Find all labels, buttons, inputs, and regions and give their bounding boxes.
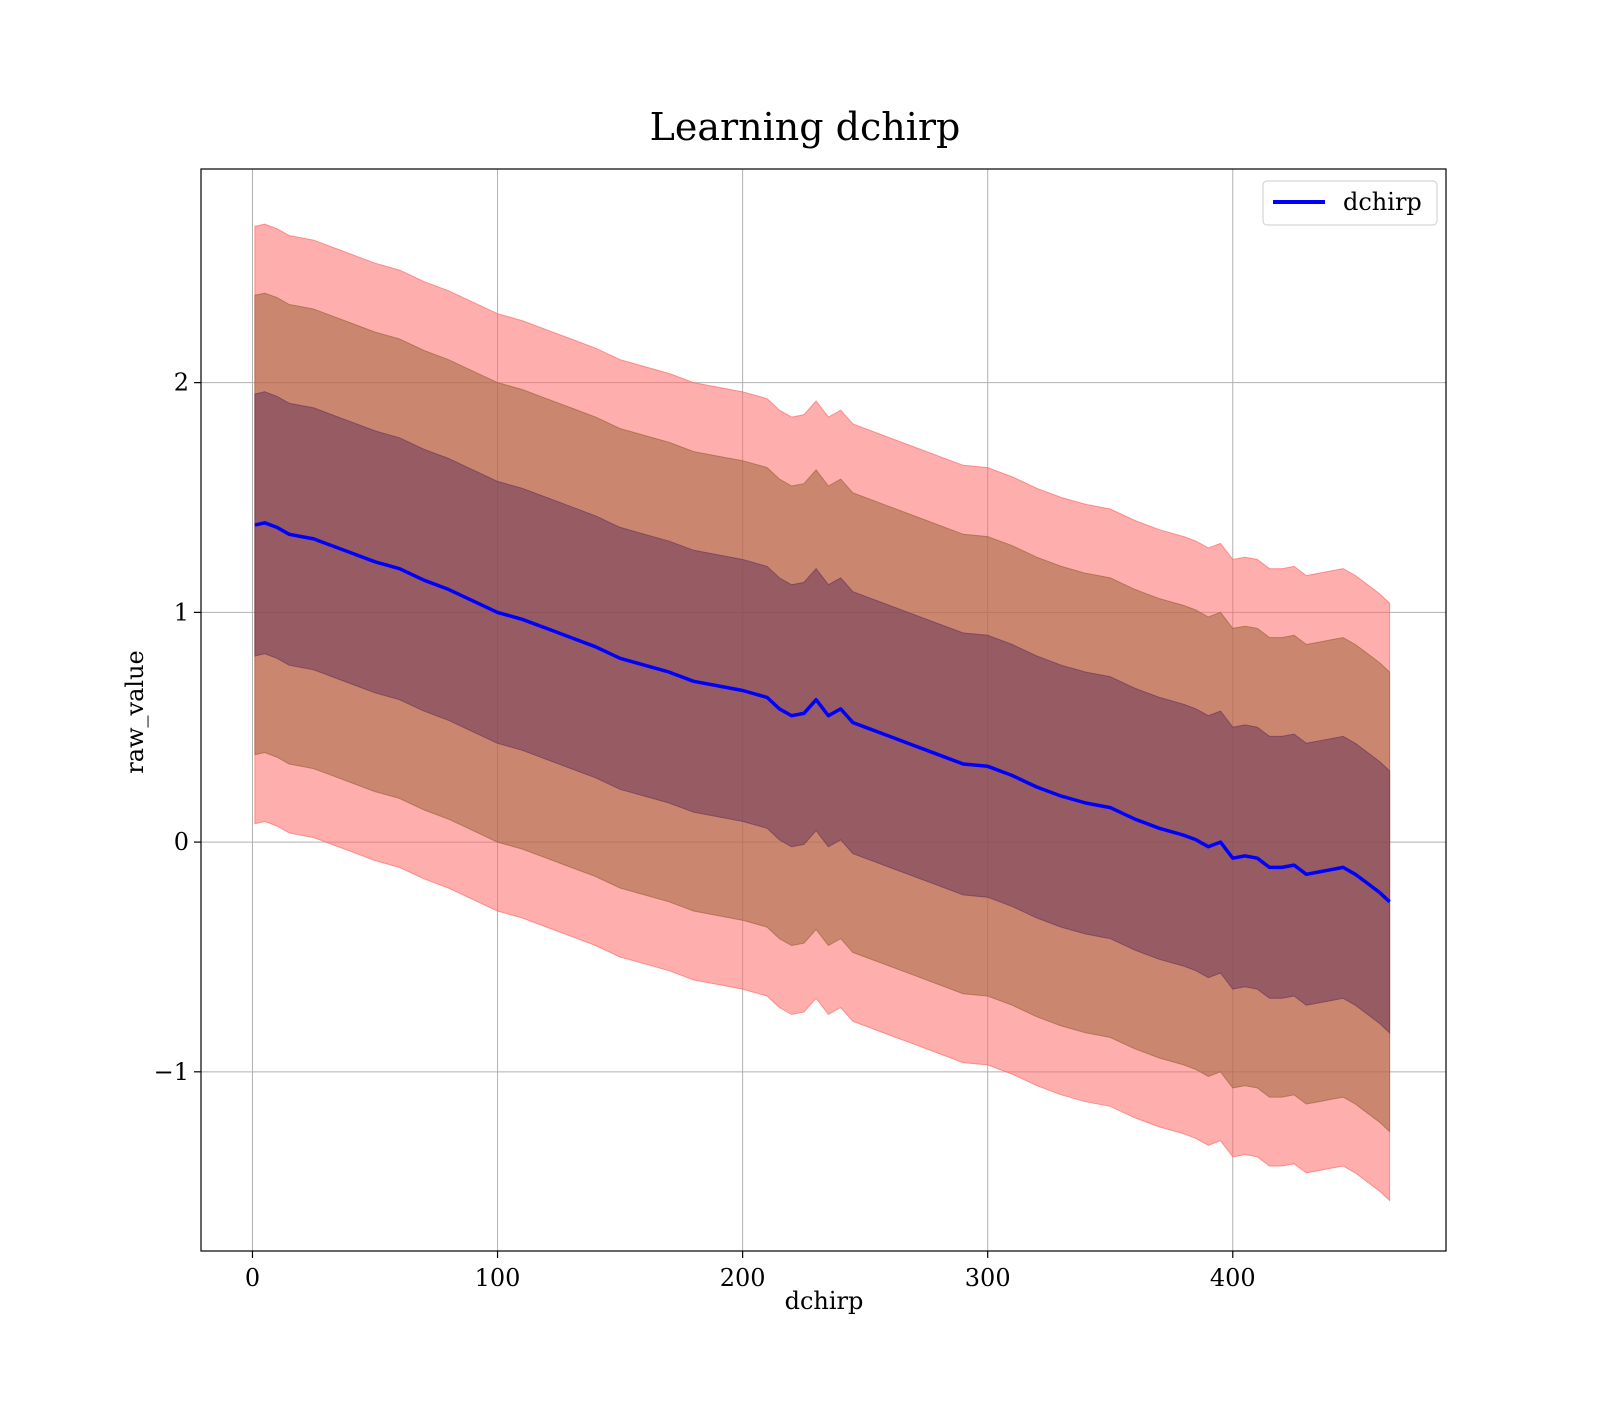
legend-label-dchirp: dchirp <box>1343 188 1422 216</box>
band-1sigma <box>254 391 1391 1034</box>
x-tick-label: 400 <box>1210 1264 1256 1292</box>
chart-title: Learning dchirp <box>650 105 961 149</box>
x-tick-label: 200 <box>720 1264 766 1292</box>
x-axis-label: dchirp <box>785 1287 864 1315</box>
y-axis-label: raw_value <box>121 650 149 774</box>
series-line-dchirp <box>254 521 1391 904</box>
x-tick-label: 100 <box>475 1264 521 1292</box>
confidence-bands <box>254 223 1391 1202</box>
legend-box <box>1262 180 1438 226</box>
y-axis-ticks: −1 0 1 2 <box>154 369 201 1086</box>
legend: dchirp <box>1262 180 1438 226</box>
series-lines <box>254 521 1391 904</box>
x-axis-ticks: 0 100 200 300 400 <box>245 1251 1256 1292</box>
y-tick-label: 1 <box>174 598 189 626</box>
y-tick-label: 2 <box>174 369 189 397</box>
y-tick-label: 0 <box>174 828 189 856</box>
y-tick-label: −1 <box>154 1058 189 1086</box>
x-tick-label: 0 <box>245 1264 260 1292</box>
x-tick-label: 300 <box>965 1264 1011 1292</box>
plot-frame <box>200 168 1447 1252</box>
